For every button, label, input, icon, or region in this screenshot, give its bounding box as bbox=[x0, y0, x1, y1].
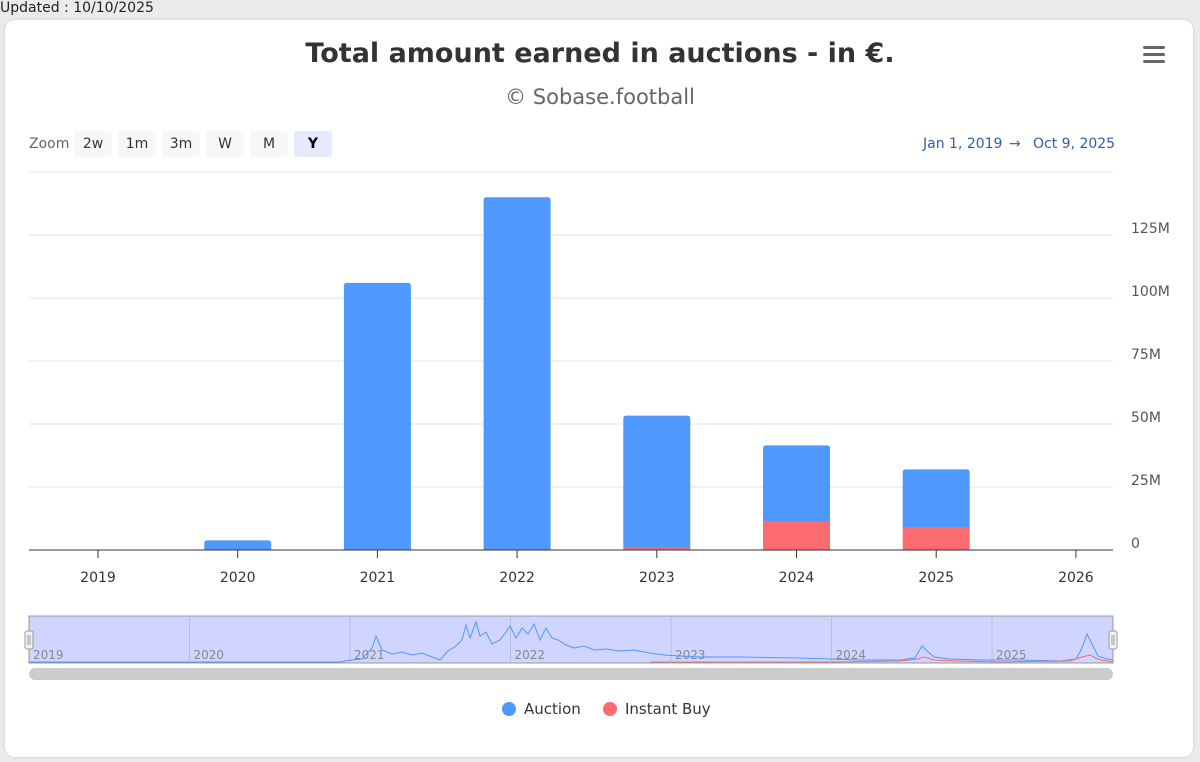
legend-instant-buy-label: Instant Buy bbox=[625, 700, 711, 718]
zoom-button-y[interactable]: Y bbox=[294, 131, 332, 157]
chart-subtitle: © Sobase.football bbox=[505, 85, 695, 109]
range-from-input[interactable]: Jan 1, 2019 bbox=[923, 136, 1003, 152]
legend-instant-buy-dot bbox=[603, 702, 617, 716]
range-to-input[interactable]: Oct 9, 2025 bbox=[1033, 136, 1116, 152]
legend-item-auction[interactable]: Auction bbox=[502, 700, 581, 718]
legend-item-instant-buy[interactable]: Instant Buy bbox=[603, 700, 711, 718]
legend-auction-dot bbox=[502, 702, 516, 716]
zoom-button-m[interactable]: M bbox=[250, 131, 288, 157]
legend-auction-label: Auction bbox=[524, 700, 581, 718]
chart-title: Total amount earned in auctions - in €. bbox=[305, 38, 895, 69]
range-arrow: → bbox=[1009, 136, 1021, 152]
zoom-button-w[interactable]: W bbox=[206, 131, 244, 157]
updated-date: Updated : 10/10/2025 bbox=[0, 0, 154, 16]
zoom-button-2w[interactable]: 2w bbox=[74, 131, 112, 157]
zoom-button-3m[interactable]: 3m bbox=[162, 131, 200, 157]
zoom-button-1m[interactable]: 1m bbox=[118, 131, 156, 157]
hamburger-menu-icon[interactable] bbox=[1143, 46, 1165, 64]
zoom-label: Zoom bbox=[29, 136, 70, 152]
